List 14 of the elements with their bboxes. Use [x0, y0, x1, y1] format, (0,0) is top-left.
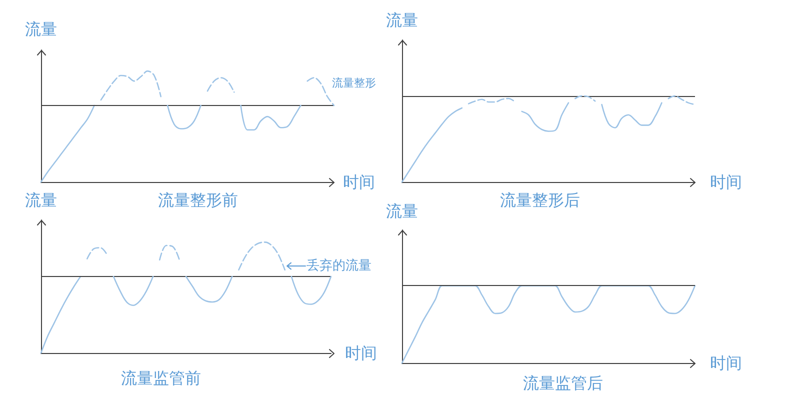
text: 流量整形后 [500, 190, 580, 210]
x-axis-title: 时间 [345, 344, 377, 362]
y-axis-title: 流量 [25, 190, 57, 210]
text: 流量监管后 [523, 374, 603, 392]
y-axis-title: 流量 [386, 202, 418, 220]
x-axis-title: 时间 [710, 354, 742, 372]
annotation: 丢弃的流量 [306, 258, 372, 274]
y-axis-title: 流量 [386, 10, 418, 30]
y-axis-title: 流量 [25, 20, 57, 38]
annotation: 流量整形 [332, 76, 376, 90]
text: 流量整形前 [158, 190, 238, 210]
x-axis-title: 时间 [710, 172, 742, 192]
text: 流量监管前 [121, 368, 201, 388]
x-axis-title: 时间 [343, 172, 375, 192]
